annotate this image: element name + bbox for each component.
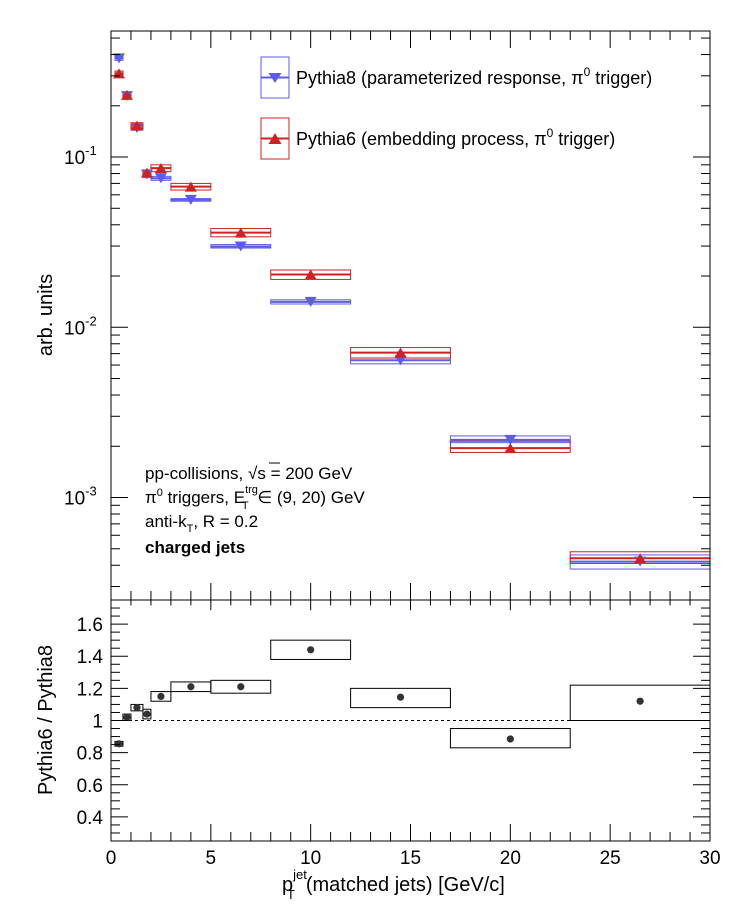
marker-pythia8-4 [154, 173, 167, 184]
ratio-ytick-label-3: 1 [92, 712, 103, 733]
marker-pythia8-9 [504, 434, 517, 445]
marker-pythia6-2 [130, 120, 143, 131]
legend-entry-pythia6: Pythia6 (embedding process, π0 trigger) [260, 117, 615, 160]
marker-pythia6-9 [504, 443, 517, 454]
marker-pythia8-0 [112, 53, 125, 64]
ratio-marker-3 [143, 710, 151, 718]
legend-marker-pythia8 [268, 73, 282, 83]
legend: Pythia8 (parameterized response, π0 trig… [260, 56, 652, 160]
ratio-marker-8 [396, 693, 405, 701]
xtick-label-4: 20 [500, 848, 521, 869]
ratio-panel: 0.4 0.6 0.8 1 1.2 1.4 1.6 0 5 10 15 20 25 30 Pythia6… [35, 599, 721, 902]
ratio-box-8 [350, 687, 451, 709]
ratio-ytick-label-2: 0.8 [77, 744, 103, 765]
ratio-marker-0 [115, 740, 123, 748]
top-data-markers [112, 53, 647, 567]
ratio-marker-7 [307, 646, 315, 654]
top-ytick-label-2: 10-3 [64, 484, 97, 510]
ratio-marker-9 [506, 735, 514, 743]
marker-pythia6-8 [394, 347, 407, 358]
marker-pythia8-5 [184, 194, 197, 205]
annotation-trigger: π0 triggers, Etrg T ∈ (9, 20) GeV [145, 484, 365, 512]
top-x-ticks [110, 31, 711, 600]
xtick-label-3: 15 [400, 848, 421, 869]
marker-pythia6-3 [140, 167, 153, 178]
ratio-box-3 [142, 708, 152, 720]
marker-pythia6-6 [234, 227, 247, 238]
marker-pythia8-7 [304, 296, 317, 307]
marker-pythia6-10 [634, 553, 647, 564]
ratio-marker-2 [133, 704, 141, 712]
ratio-box-6 [210, 679, 272, 694]
ratio-box-9 [449, 728, 571, 749]
xtick-label-6: 30 [699, 848, 720, 869]
marker-pythia6-4 [154, 163, 167, 174]
ratio-box-7 [270, 639, 352, 660]
ratio-marker-4 [157, 692, 165, 701]
top-ytick-label-1: 10-2 [64, 313, 97, 339]
annotation-collision-system: pp-collisions, √s = 200 GeV [145, 464, 353, 483]
xtick-label-1: 5 [206, 848, 217, 869]
legend-marker-pythia6 [268, 133, 282, 144]
ratio-ytick-label-0: 0.4 [77, 808, 104, 829]
legend-entry-pythia8: Pythia8 (parameterized response, π0 trig… [260, 56, 652, 99]
annotation-jet-type: charged jets [145, 538, 245, 557]
ratio-marker-1 [123, 713, 131, 721]
marker-pythia6-5 [184, 181, 197, 192]
ratio-y-axis: 0.4 0.6 0.8 1 1.2 1.4 1.6 [77, 599, 710, 834]
top-y-axis: 10-1 10-2 10-3 [64, 37, 710, 588]
spectrum-panel: 10-1 10-2 10-3 arb. units Pythia8 (paramet… [35, 30, 711, 601]
xtick-label-5: 25 [600, 848, 621, 869]
annotation-block: pp-collisions, √s = 200 GeV π0 triggers,… [145, 462, 365, 557]
ratio-ytick-label-1: 0.6 [77, 776, 103, 797]
ratio-marker-10 [636, 697, 644, 705]
marker-pythia8-8 [394, 355, 407, 366]
ratio-ytick-label-4: 1.2 [77, 679, 103, 700]
ratio-uncertainty-boxes [114, 639, 711, 749]
ratio-marker-5 [187, 683, 195, 691]
marker-pythia8-6 [234, 241, 247, 252]
legend-label-pythia8: Pythia8 (parameterized response, π0 trig… [296, 65, 652, 88]
ratio-ytick-label-5: 1.4 [77, 647, 104, 668]
x-axis-title: pjet T (matched jets) [GeV/c] [282, 867, 505, 902]
ratio-x-axis: 0 5 10 15 20 25 30 [106, 600, 721, 869]
ratio-data-markers [115, 646, 644, 748]
ratio-y-axis-title: Pythia6 / Pythia8 [35, 645, 57, 795]
top-ytick-label-0: 10-1 [64, 143, 97, 169]
xtick-label-2: 10 [300, 848, 321, 869]
ratio-ytick-label-6: 1.6 [77, 615, 103, 636]
ratio-marker-6 [237, 683, 245, 691]
marker-pythia6-1 [120, 89, 133, 100]
annotation-jet-algorithm: anti-kT, R = 0.2 [145, 512, 258, 535]
xtick-label-0: 0 [106, 848, 117, 869]
ratio-box-4 [150, 691, 172, 702]
top-y-axis-title: arb. units [35, 274, 57, 356]
legend-label-pythia6: Pythia6 (embedding process, π0 trigger) [296, 126, 615, 149]
marker-pythia6-7 [304, 269, 317, 280]
